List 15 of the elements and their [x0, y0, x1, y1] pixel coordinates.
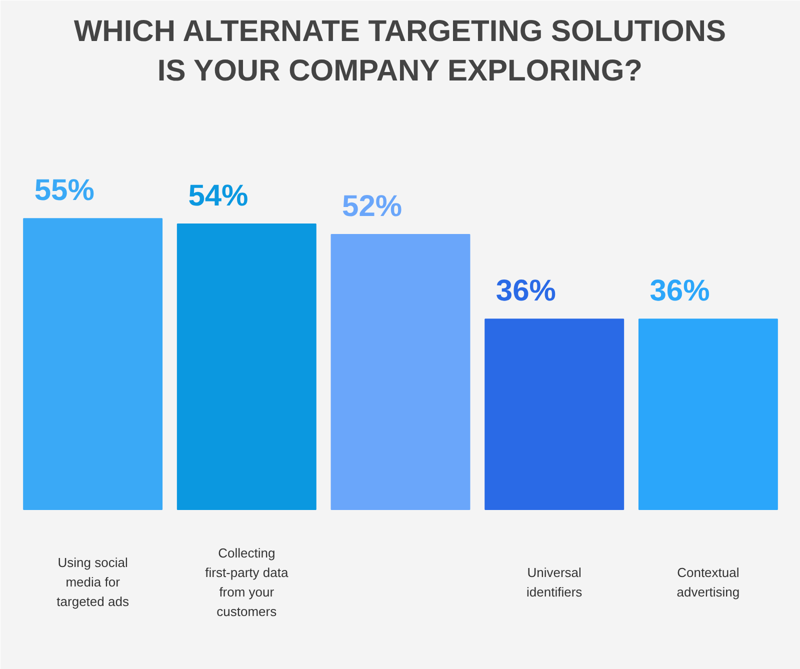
data-label: 55%	[34, 174, 94, 208]
x-tick-label: Collecting first-party data from your customers	[205, 545, 289, 619]
data-label: 36%	[496, 274, 556, 308]
x-tick-label: Universal identifiers	[526, 564, 583, 600]
data-label: 52%	[342, 190, 402, 223]
data-label: 54%	[188, 179, 248, 212]
bar	[638, 318, 778, 510]
bar	[484, 318, 624, 510]
bar	[23, 218, 163, 510]
x-tick-label: Contextual advertising	[676, 564, 740, 600]
bar	[330, 234, 470, 510]
bar	[176, 223, 316, 510]
data-label: 36%	[650, 274, 710, 308]
chart-title: WHICH ALTERNATE TARGETING SOLUTIONS IS YOUR COMPANY EXPLORING?	[74, 15, 726, 88]
x-tick-label: Using social media for targeted ads	[56, 555, 130, 610]
